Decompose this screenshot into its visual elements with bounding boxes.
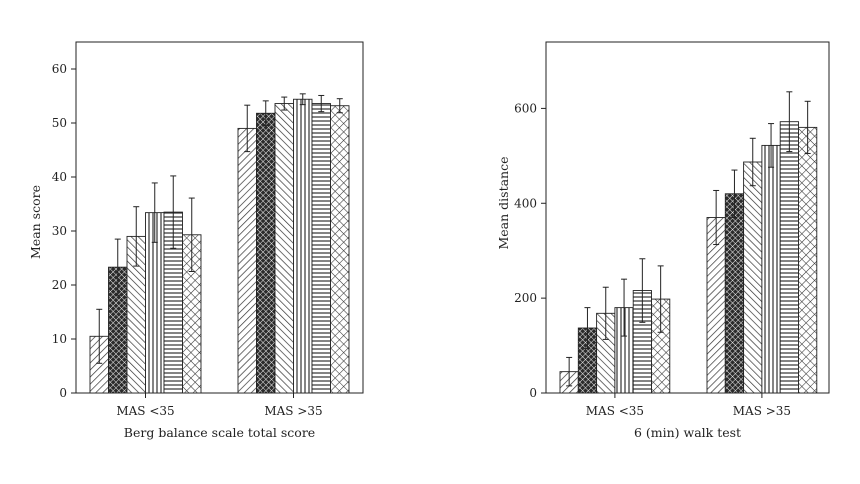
- bar: [293, 98, 313, 394]
- bar: [311, 103, 331, 394]
- x-tick-label: MAS >35: [733, 404, 791, 418]
- y-tick-label: 20: [52, 278, 67, 292]
- x-tick-label: MAS <35: [586, 404, 644, 418]
- x-tick-label: MAS <35: [116, 404, 174, 418]
- bar: [798, 126, 818, 394]
- y-tick-label: 600: [514, 101, 537, 115]
- bars: [559, 121, 818, 394]
- y-tick-label: 50: [52, 116, 67, 130]
- chart-walk: 0 200 400 600 MAS <35 MAS >35 6 (min) walk t…: [496, 41, 830, 440]
- y-tick-label: 40: [52, 170, 67, 184]
- y-tick-label: 60: [52, 62, 67, 76]
- y-axis: 0 200 400 600: [514, 101, 546, 400]
- bar: [256, 112, 276, 394]
- chart-berg: 0 10 20 30 40 50 60 MAS <35 MAS >35 Berg balanc…: [28, 41, 364, 440]
- bar: [274, 103, 294, 394]
- y-tick-label: 200: [514, 291, 537, 305]
- y-axis: 0 10 20 30 40 50 60: [52, 62, 76, 400]
- plot-frame: [545, 41, 830, 394]
- y-tick-label: 400: [514, 196, 537, 210]
- error-bars: [566, 91, 811, 387]
- bar: [330, 105, 350, 394]
- x-axis-label: Berg balance scale total score: [124, 425, 315, 440]
- x-tick-label: MAS >35: [264, 404, 322, 418]
- bar: [761, 144, 781, 394]
- bars: [89, 98, 350, 394]
- bar: [724, 193, 745, 394]
- x-axis: MAS <35 MAS >35: [586, 393, 791, 418]
- y-axis-label: Mean distance: [496, 156, 511, 249]
- bar: [779, 121, 799, 394]
- x-axis-label: 6 (min) walk test: [634, 425, 741, 440]
- x-axis: MAS <35 MAS >35: [116, 393, 323, 418]
- y-tick-label: 0: [529, 386, 537, 400]
- bar: [743, 161, 763, 394]
- y-axis-label: Mean score: [28, 185, 43, 259]
- y-tick-label: 30: [52, 224, 67, 238]
- y-tick-label: 0: [59, 386, 67, 400]
- plot-frame: [75, 41, 364, 394]
- error-bars: [96, 93, 343, 364]
- y-tick-label: 10: [52, 332, 67, 346]
- bar: [237, 127, 257, 394]
